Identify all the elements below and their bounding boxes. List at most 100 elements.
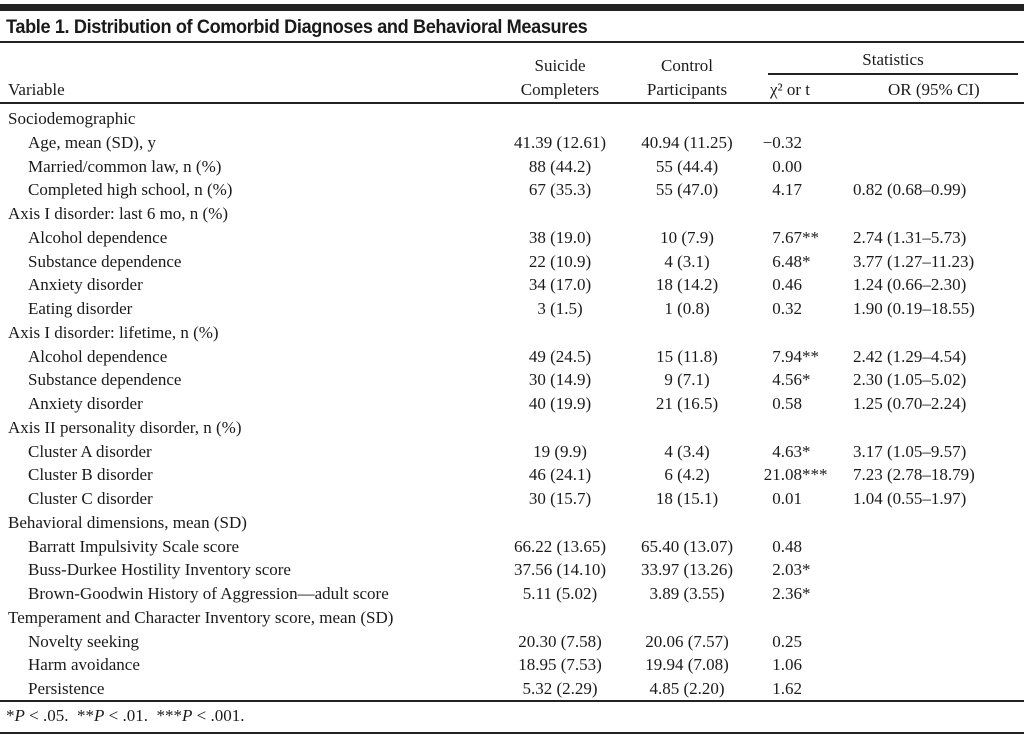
statistic-cell: 4.17 [772,180,802,200]
variable-cell: Eating disorder [28,299,133,318]
odds-ratio-cell: 2.42 (1.29–4.54) [853,346,967,366]
odds-ratio-cell: 3.17 (1.05–9.57) [853,441,967,461]
table-row: Persistence 5.32 (2.29) 4.85 (2.20) 1.62 [0,677,1024,701]
table-row: Cluster B disorder 46 (24.1) 6 (4.2) 21.08 *… [0,463,1024,487]
footnote-stars: * [6,706,15,725]
header-suicide: Suicide Completers [480,56,640,100]
significance-marker: * [802,584,811,603]
variable-cell: Brown-Goodwin History of Aggression—adul… [28,584,389,603]
table-row: Anxiety disorder 40 (19.9) 21 (16.5) 0.58 1.… [0,392,1024,416]
control-participants-cell: 18 (14.2) [655,275,719,295]
statistic-cell: 0.32 [772,299,802,318]
statistic-cell: 0.25 [772,631,802,651]
footnote-stars: *** [156,706,182,725]
variable-cell: Completed high school, n (%) [28,180,233,200]
significance-marker: * [802,441,811,461]
section-header-row: Axis II personality disorder, n (%) [0,416,1024,440]
table-title: Table 1. Distribution of Comorbid Diagno… [6,16,588,38]
table-row: Anxiety disorder 34 (17.0) 18 (14.2) 0.46 1.… [0,273,1024,297]
variable-cell: Buss-Durkee Hostility Inventory score [28,560,291,580]
table-row: Cluster A disorder 19 (9.9) 4 (3.4) 4.63 * 3.… [0,440,1024,464]
statistic-cell: −0.32 [762,132,802,152]
footnote: *P < .05. **P < .01. ***P < .001. [6,706,244,726]
statistic-cell: 2.36 [772,584,802,603]
significance-marker: ** [802,346,819,366]
suicide-completers-cell: 5.11 (5.02) [522,584,598,603]
control-participants-cell: 21 (16.5) [655,394,719,413]
suicide-completers-cell: 40 (19.9) [528,394,592,413]
table-row: Substance dependence 22 (10.9) 4 (3.1) 6.48… [0,250,1024,274]
significance-marker: ** [802,227,819,247]
variable-cell: Barratt Impulsivity Scale score [28,536,240,556]
section-header-row: Sociodemographic [0,107,1024,131]
section-header-row: Axis I disorder: lifetime, n (%) [0,321,1024,345]
control-participants-cell: 6 (4.2) [664,465,710,485]
variable-cell: Sociodemographic [8,109,136,128]
suicide-completers-cell: 37.56 (14.10) [513,560,607,580]
section-header-row: Temperament and Character Inventory scor… [0,606,1024,630]
footnote-threshold: < .05. [24,706,77,725]
statistic-cell: 0.48 [772,536,802,556]
significance-marker: *** [802,465,828,485]
header-control: Control Participants [607,56,767,100]
suicide-completers-cell: 41.39 (12.61) [513,132,607,152]
header-suicide-line2: Completers [520,80,600,99]
suicide-completers-cell: 3 (1.5) [537,299,583,318]
top-rule [0,4,1024,11]
variable-cell: Alcohol dependence [28,227,168,247]
control-participants-cell: 33.97 (13.26) [640,560,734,580]
footnote-p-symbol: P [93,706,105,725]
table-row: Substance dependence 30 (14.9) 9 (7.1) 4.56… [0,368,1024,392]
control-participants-cell: 55 (47.0) [655,180,719,200]
statistic-cell: 2.03 [772,560,802,580]
control-participants-cell: 55 (44.4) [655,156,719,176]
odds-ratio-cell: 3.77 (1.27–11.23) [853,251,975,271]
control-participants-cell: 18 (15.1) [655,489,719,508]
statistic-cell: 7.94 [772,346,802,366]
control-participants-cell: 40.94 (11.25) [641,132,733,152]
statistic-cell: 1.06 [772,655,802,675]
table-row: Harm avoidance 18.95 (7.53) 19.94 (7.08) 1.… [0,653,1024,677]
control-participants-cell: 19.94 (7.08) [645,655,729,675]
control-participants-cell: 3.89 (3.55) [649,584,725,603]
footnote-p-symbol: P [14,706,25,725]
control-participants-cell: 9 (7.1) [664,370,710,390]
header-rule [0,102,1024,104]
variable-cell: Novelty seeking [28,631,139,651]
control-participants-cell: 20.06 (7.57) [645,631,729,651]
table-row: Cluster C disorder 30 (15.7) 18 (15.1) 0.01… [0,487,1024,511]
footnote-p-symbol: P [181,706,193,725]
footnote-rule [0,732,1024,734]
statistic-cell: 0.01 [772,489,802,508]
variable-cell: Cluster B disorder [28,465,153,485]
suicide-completers-cell: 67 (35.3) [528,180,592,200]
control-participants-cell: 15 (11.8) [656,346,718,366]
suicide-completers-cell: 18.95 (7.53) [518,655,602,675]
variable-cell: Married/common law, n (%) [28,156,222,176]
variable-cell: Harm avoidance [28,655,140,675]
variable-cell: Behavioral dimensions, mean (SD) [8,512,247,532]
table-row: Barratt Impulsivity Scale score 66.22 (13… [0,535,1024,559]
header-variable: Variable [8,80,65,99]
header-statistics: Statistics [862,50,924,69]
variable-cell: Substance dependence [28,370,182,390]
statistic-cell: 0.00 [772,156,802,176]
suicide-completers-cell: 5.32 (2.29) [522,679,598,698]
statistic-cell: 7.67 [772,227,802,247]
statistic-cell: 0.58 [772,394,802,413]
table-row: Completed high school, n (%) 67 (35.3) 55 … [0,178,1024,202]
variable-cell: Axis I disorder: lifetime, n (%) [8,322,219,342]
variable-cell: Axis I disorder: last 6 mo, n (%) [8,204,229,223]
control-participants-cell: 4 (3.4) [664,441,710,461]
footnote-threshold: < .01. [104,706,157,725]
table-row: Age, mean (SD), y 41.39 (12.61) 40.94 (11.… [0,131,1024,155]
odds-ratio-cell: 1.24 (0.66–2.30) [853,275,967,295]
table-row: Married/common law, n (%) 88 (44.2) 55 (44… [0,155,1024,179]
odds-ratio-cell: 1.25 (0.70–2.24) [853,394,967,413]
suicide-completers-cell: 34 (17.0) [528,275,592,295]
odds-ratio-cell: 0.82 (0.68–0.99) [853,180,967,200]
table-row: Buss-Durkee Hostility Inventory score 37.… [0,558,1024,582]
odds-ratio-cell: 2.74 (1.31–5.73) [853,227,967,247]
title-rule [0,41,1024,43]
